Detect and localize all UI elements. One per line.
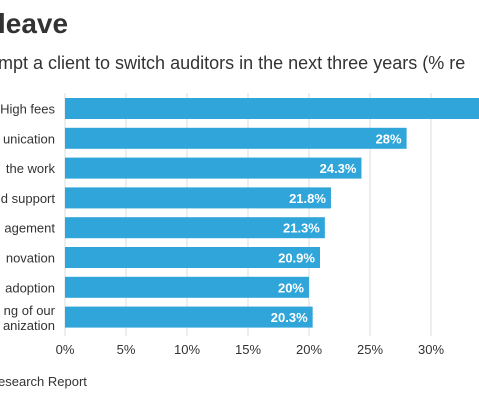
category-label: novation — [6, 251, 55, 266]
x-tick-label: 15% — [235, 342, 261, 357]
x-tick-label: 20% — [296, 342, 322, 357]
category-label: the work — [6, 161, 56, 176]
bar-value-label: 21.8% — [289, 191, 326, 206]
category-label: d support — [1, 191, 56, 206]
x-tick-label: 30% — [418, 342, 444, 357]
bar — [65, 306, 313, 328]
bar — [65, 276, 309, 298]
bar — [65, 247, 320, 268]
chart-source: esearch Report — [0, 374, 87, 389]
category-label: ng of our — [4, 303, 56, 318]
x-tick-label: 25% — [357, 342, 383, 357]
category-label: adoption — [5, 280, 55, 295]
chart-subtitle: mpt a client to switch auditors in the n… — [0, 53, 466, 73]
x-tick-label: 5% — [117, 342, 136, 357]
category-label: agement — [4, 221, 55, 236]
bar-value-label: 21.3% — [283, 221, 320, 236]
category-label: unication — [3, 131, 55, 146]
bar-value-label: 24.3% — [320, 161, 357, 176]
bar-value-label: 20% — [278, 280, 304, 295]
bar — [65, 127, 407, 149]
bar-value-label: 20.3% — [271, 310, 308, 325]
bar-value-label: 20.9% — [278, 251, 315, 266]
bar — [65, 217, 325, 239]
chart-title: leave — [0, 8, 69, 39]
bar — [65, 187, 331, 209]
category-label: High fees — [0, 102, 55, 117]
x-tick-label: 0% — [56, 342, 75, 357]
category-label: anization — [3, 318, 55, 333]
x-tick-label: 10% — [174, 342, 200, 357]
bar-value-label: 28% — [376, 131, 402, 146]
bar — [65, 98, 479, 119]
bar — [65, 157, 362, 179]
